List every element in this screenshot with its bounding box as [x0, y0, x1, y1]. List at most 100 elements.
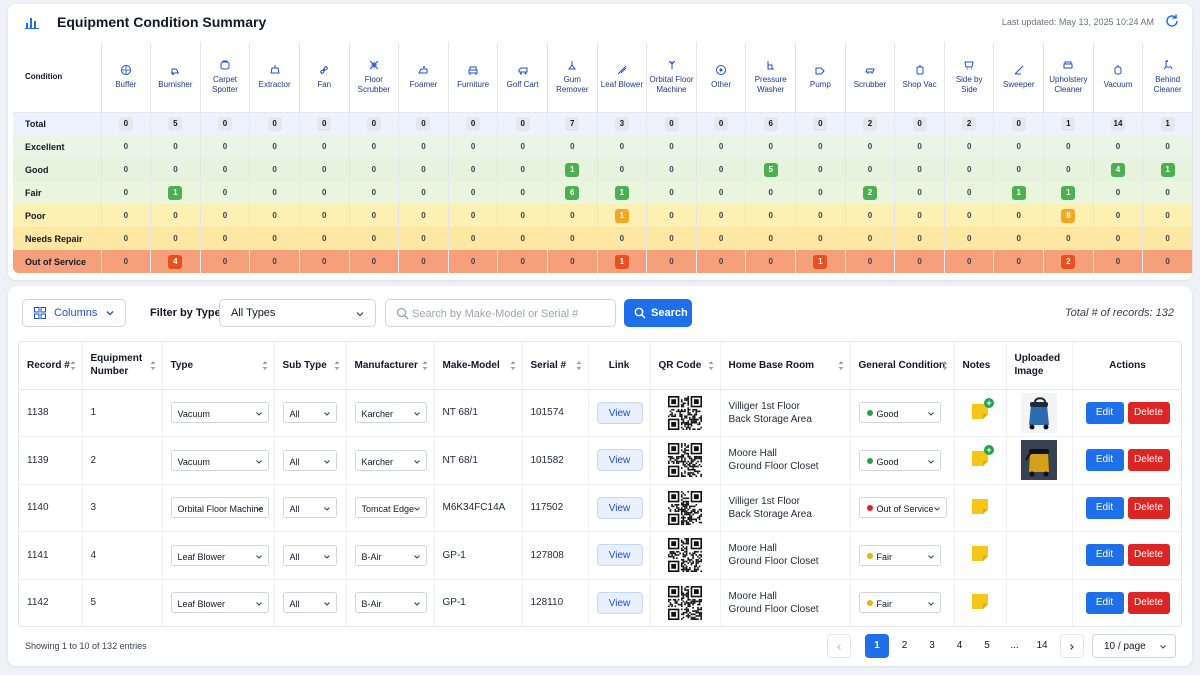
condition-count-badge[interactable]: 0 — [267, 116, 282, 131]
condition-count-badge[interactable]: 2 — [862, 185, 877, 200]
edit-button[interactable]: Edit — [1085, 496, 1124, 519]
equipment-thumbnail[interactable] — [1021, 440, 1057, 481]
col-manufacturer[interactable]: Manufacturer — [346, 342, 435, 390]
equipment-thumbnail[interactable] — [1021, 392, 1057, 433]
view-link-button[interactable]: View — [596, 449, 643, 472]
sub-type-select[interactable]: All — [282, 449, 337, 471]
condition-count-badge[interactable]: 0 — [714, 116, 729, 131]
type-select[interactable]: Vacuum — [170, 449, 269, 471]
condition-count-badge[interactable]: 6 — [565, 185, 580, 200]
page-button[interactable]: 2 — [901, 640, 908, 651]
edit-button[interactable]: Edit — [1085, 544, 1124, 567]
condition-count-badge[interactable]: 7 — [565, 116, 580, 131]
view-link-button[interactable]: View — [596, 544, 643, 567]
condition-count-badge[interactable]: 0 — [1011, 116, 1026, 131]
sub-type-select[interactable]: All — [282, 592, 337, 614]
note-button[interactable] — [971, 592, 989, 610]
condition-count-badge[interactable]: 4 — [168, 254, 183, 269]
condition-select[interactable]: Fair — [858, 544, 941, 566]
delete-button[interactable]: Delete — [1127, 401, 1170, 424]
condition-count-badge[interactable]: 2 — [862, 116, 877, 131]
delete-button[interactable]: Delete — [1127, 544, 1170, 567]
previous-page-button[interactable] — [827, 634, 851, 658]
condition-select[interactable]: Good — [858, 402, 941, 424]
condition-count-badge[interactable]: 1 — [1160, 162, 1175, 177]
col-serial[interactable]: Serial # — [522, 342, 589, 390]
edit-button[interactable]: Edit — [1085, 401, 1124, 424]
condition-count-badge[interactable]: 2 — [1061, 254, 1076, 269]
page-button[interactable]: 14 — [1036, 640, 1048, 651]
type-select[interactable]: Vacuum — [170, 402, 269, 424]
type-select[interactable]: Leaf Blower — [170, 544, 269, 566]
refresh-icon[interactable] — [1164, 13, 1180, 29]
condition-count-badge[interactable]: 0 — [317, 116, 332, 131]
condition-count-badge[interactable]: 1 — [614, 185, 629, 200]
manufacturer-select[interactable]: Tomcat Edge — [354, 497, 427, 519]
manufacturer-select[interactable]: Karcher — [354, 449, 427, 471]
condition-count-badge[interactable]: 5 — [763, 162, 778, 177]
manufacturer-select[interactable]: B-Air — [354, 592, 427, 614]
sub-type-select[interactable]: All — [282, 544, 337, 566]
condition-count-badge[interactable]: 0 — [466, 116, 481, 131]
next-page-button[interactable] — [1059, 634, 1084, 658]
condition-count-badge[interactable]: 0 — [366, 116, 381, 131]
per-page-select[interactable]: 10 / page — [1092, 634, 1176, 658]
col-general-condition[interactable]: General Condition — [850, 342, 955, 390]
condition-select[interactable]: Out of Service — [858, 497, 947, 519]
note-button[interactable] — [971, 497, 989, 515]
condition-count-badge[interactable]: 3 — [614, 116, 629, 131]
type-select[interactable]: Orbital Floor Machine — [170, 497, 269, 519]
manufacturer-select[interactable]: Karcher — [354, 402, 427, 424]
condition-count-badge[interactable]: 5 — [168, 116, 183, 131]
edit-button[interactable]: Edit — [1085, 591, 1124, 614]
note-button[interactable] — [971, 544, 989, 562]
condition-count-badge[interactable]: 14 — [1110, 116, 1126, 131]
delete-button[interactable]: Delete — [1127, 496, 1170, 519]
condition-count-badge[interactable]: 1 — [1011, 185, 1026, 200]
condition-count-badge[interactable]: 1 — [813, 254, 828, 269]
columns-button[interactable]: Columns — [22, 299, 126, 327]
qr-code-image[interactable] — [668, 490, 702, 525]
page-button[interactable]: 5 — [984, 640, 990, 651]
col-sub-type[interactable]: Sub Type — [274, 342, 347, 390]
condition-count-badge[interactable]: 1 — [565, 162, 580, 177]
qr-code-image[interactable] — [668, 538, 702, 573]
condition-select[interactable]: Fair — [858, 592, 941, 614]
col-make-model[interactable]: Make-Model — [434, 342, 523, 390]
condition-count-badge[interactable]: 0 — [416, 116, 431, 131]
sub-type-select[interactable]: All — [282, 402, 337, 424]
col-qr-code[interactable]: QR Code — [650, 342, 721, 390]
col-type[interactable]: Type — [162, 342, 275, 390]
note-button[interactable]: + — [971, 397, 994, 420]
condition-count-badge[interactable]: 1 — [168, 185, 183, 200]
edit-button[interactable]: Edit — [1085, 449, 1124, 472]
type-filter-select[interactable]: All Types — [219, 299, 376, 327]
page-button[interactable]: 1 — [865, 634, 889, 658]
condition-count-badge[interactable]: 1 — [1061, 185, 1076, 200]
condition-count-badge[interactable]: 0 — [664, 116, 679, 131]
condition-count-badge[interactable]: 2 — [962, 116, 977, 131]
condition-count-badge[interactable]: 1 — [614, 208, 629, 223]
search-button[interactable]: Search — [624, 299, 692, 327]
condition-count-badge[interactable]: 6 — [763, 116, 778, 131]
type-select[interactable]: Leaf Blower — [170, 592, 269, 614]
view-link-button[interactable]: View — [596, 401, 643, 424]
condition-select[interactable]: Good — [858, 449, 941, 471]
note-button[interactable]: + — [971, 445, 994, 467]
qr-code-image[interactable] — [668, 443, 702, 478]
qr-code-image[interactable] — [668, 395, 702, 430]
condition-count-badge[interactable]: 1 — [614, 254, 629, 269]
condition-count-badge[interactable]: 1 — [1160, 116, 1175, 131]
condition-count-badge[interactable]: 0 — [813, 116, 828, 131]
sub-type-select[interactable]: All — [282, 497, 337, 519]
condition-count-badge[interactable]: 0 — [218, 116, 233, 131]
condition-count-badge[interactable]: 8 — [1061, 208, 1076, 223]
manufacturer-select[interactable]: B-Air — [354, 544, 427, 566]
condition-count-badge[interactable]: 0 — [912, 116, 927, 131]
search-input[interactable] — [412, 304, 612, 323]
page-button[interactable]: 4 — [956, 640, 963, 651]
qr-code-image[interactable] — [668, 585, 702, 620]
col-equipment-number[interactable]: Equipment Number — [82, 342, 163, 390]
view-link-button[interactable]: View — [596, 591, 643, 614]
condition-count-badge[interactable]: 1 — [1061, 116, 1076, 131]
